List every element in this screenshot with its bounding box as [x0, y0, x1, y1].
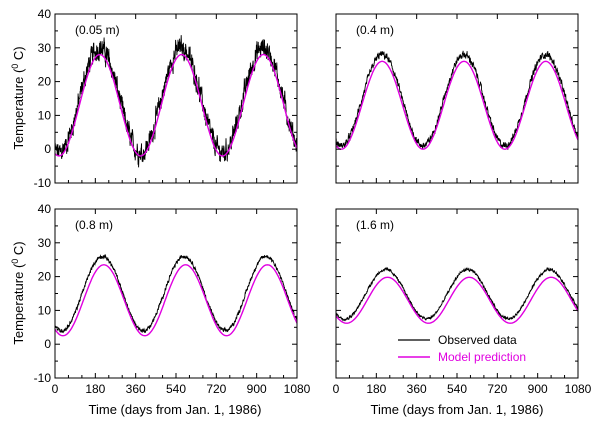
x-tick-label: 0 [52, 382, 59, 396]
y-tick-label: 10 [38, 303, 52, 317]
y-axis-title-text: Temperature ( [11, 68, 26, 150]
y-tick-label: -10 [34, 371, 52, 385]
panel-label: (0.8 m) [75, 218, 113, 232]
x-tick-label: 0 [333, 382, 340, 396]
plot-frame [335, 13, 579, 184]
series-line-observed [336, 50, 578, 150]
y-axis-title-text: Temperature ( [11, 263, 26, 345]
x-tick-label: 1080 [284, 382, 311, 396]
y-tick-label: 30 [38, 41, 52, 55]
panel-label: (0.05 m) [75, 23, 120, 37]
panel-label: (0.4 m) [356, 23, 394, 37]
y-tick-label: 10 [38, 108, 52, 122]
x-tick-label: 360 [407, 382, 427, 396]
x-tick-label: 1080 [565, 382, 592, 396]
series-line-model [55, 53, 297, 157]
x-tick-label: 900 [247, 382, 267, 396]
y-tick-label: 40 [38, 202, 52, 216]
y-axis-title-sup: 0 [10, 259, 20, 264]
y-axis-title-unit: C) [11, 46, 26, 63]
y-tick-label: 0 [44, 337, 51, 351]
y-axis-title-bottom: Temperature (0 C) [10, 241, 26, 344]
plot-frame [54, 13, 298, 184]
legend-model-label: Model prediction [438, 350, 526, 364]
x-tick-label: 180 [366, 382, 386, 396]
plot-frame [54, 208, 298, 379]
series-line-model [336, 60, 578, 150]
y-tick-label: 30 [38, 236, 52, 250]
x-tick-label: 540 [447, 382, 467, 396]
panel-top-left: -10 0 10 20 30 40 (0.05 m) [34, 7, 298, 190]
x-tick-label: 180 [85, 382, 105, 396]
y-tick-label: 20 [38, 75, 52, 89]
x-tick-label: 720 [206, 382, 226, 396]
y-tick-label: 40 [38, 7, 52, 21]
legend-observed-label: Observed data [438, 333, 517, 347]
series-line-observed [55, 35, 297, 168]
y-tick-label: 0 [44, 142, 51, 156]
y-axis-title-sup: 0 [10, 64, 20, 69]
y-axis-title-top: Temperature (0 C) [10, 46, 26, 149]
panel-bottom-right: 0 180 360 540 720 900 1080 (1.6 m) [333, 208, 592, 396]
x-axis-title-left: Time (days from Jan. 1, 1986) [89, 402, 262, 417]
y-tick-label: -10 [34, 176, 52, 190]
x-tick-label: 720 [487, 382, 507, 396]
x-tick-label: 540 [166, 382, 186, 396]
x-tick-label: 360 [126, 382, 146, 396]
legend: Observed data Model prediction [398, 333, 526, 364]
panel-label: (1.6 m) [356, 218, 394, 232]
panel-top-right: (0.4 m) [335, 13, 579, 184]
series-line-model [336, 276, 578, 324]
x-tick-label: 900 [528, 382, 548, 396]
series-line-model [55, 264, 297, 337]
series-line-observed [55, 254, 297, 334]
y-axis-title-unit: C) [11, 241, 26, 258]
y-tick-label: 20 [38, 270, 52, 284]
x-axis-title-right: Time (days from Jan. 1, 1986) [371, 402, 544, 417]
series-line-observed [336, 266, 578, 322]
